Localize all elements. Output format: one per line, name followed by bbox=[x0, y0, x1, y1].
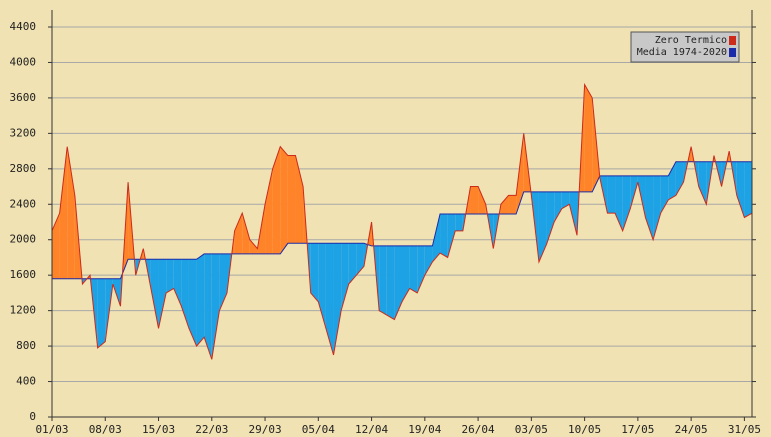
area-fill bbox=[660, 175, 669, 214]
y-tick-label: 4400 bbox=[10, 20, 37, 33]
x-tick-label: 08/03 bbox=[89, 423, 122, 436]
area-fill bbox=[379, 245, 387, 316]
area-fill bbox=[52, 213, 60, 279]
area-fill bbox=[402, 245, 410, 302]
legend-box bbox=[630, 31, 740, 63]
y-tick-label: 3600 bbox=[10, 91, 37, 104]
area-fill bbox=[173, 259, 182, 307]
area-fill bbox=[287, 155, 296, 244]
y-tick-label: 400 bbox=[16, 375, 36, 388]
area-fill bbox=[546, 191, 555, 245]
y-tick-label: 3200 bbox=[10, 126, 37, 139]
area-fill bbox=[348, 243, 357, 285]
area-fill bbox=[622, 175, 631, 231]
legend-swatch bbox=[729, 48, 736, 57]
area-fill bbox=[67, 146, 75, 279]
x-tick-label: 19/04 bbox=[408, 423, 441, 436]
area-fill bbox=[653, 175, 661, 240]
area-fill bbox=[341, 243, 349, 311]
area-fill bbox=[204, 253, 212, 360]
area-fill bbox=[424, 245, 433, 276]
area-fill bbox=[196, 253, 205, 347]
x-tick-label: 31/05 bbox=[728, 423, 761, 436]
area-fill bbox=[158, 259, 167, 329]
area-fill bbox=[242, 213, 250, 254]
y-tick-label: 2400 bbox=[10, 197, 37, 210]
series-line bbox=[51, 82, 753, 360]
fills bbox=[52, 84, 752, 360]
area-fill bbox=[447, 214, 456, 258]
y-tick-label: 2000 bbox=[10, 233, 37, 246]
area-fill bbox=[265, 168, 273, 254]
area-fill bbox=[333, 243, 342, 355]
area-fill bbox=[508, 195, 517, 215]
area-fill bbox=[645, 175, 654, 240]
y-tick-label: 1200 bbox=[10, 304, 37, 317]
area-fill bbox=[698, 161, 707, 205]
area-fill bbox=[166, 259, 174, 293]
x-tick-label: 12/04 bbox=[355, 423, 388, 436]
area-fill bbox=[516, 133, 524, 215]
axes: 0 400 800 1200 1600 2000 2400 2800 3200 3600 4000 4… bbox=[10, 10, 761, 436]
area-fill bbox=[584, 84, 593, 192]
x-tick-label: 24/05 bbox=[675, 423, 708, 436]
area-fill bbox=[394, 245, 402, 320]
area-fill bbox=[249, 239, 258, 254]
area-fill bbox=[500, 195, 509, 215]
y-tick-label: 2800 bbox=[10, 162, 37, 175]
x-tick-label: 17/05 bbox=[621, 423, 654, 436]
area-fill bbox=[675, 161, 684, 196]
area-fill bbox=[409, 245, 418, 293]
x-tick-label: 05/04 bbox=[302, 423, 335, 436]
y-tick-label: 4000 bbox=[10, 55, 37, 68]
x-tick-label: 26/04 bbox=[462, 423, 495, 436]
area-fill bbox=[478, 186, 486, 215]
area-fill bbox=[295, 155, 304, 244]
x-tick-label: 01/03 bbox=[35, 423, 68, 436]
y-tick-label: 1600 bbox=[10, 268, 37, 281]
area-fill bbox=[470, 186, 479, 215]
area-fill bbox=[538, 191, 547, 262]
area-fill bbox=[736, 161, 745, 218]
area-fill bbox=[280, 146, 288, 254]
area-fill bbox=[188, 259, 197, 347]
area-fill bbox=[59, 146, 68, 279]
area-fill bbox=[432, 214, 441, 262]
x-tick-label: 15/03 bbox=[142, 423, 175, 436]
y-tick-label: 800 bbox=[16, 339, 36, 352]
x-tick-label: 03/05 bbox=[515, 423, 548, 436]
area-fill bbox=[561, 191, 570, 209]
area-fill bbox=[668, 161, 676, 200]
area-fill bbox=[417, 245, 425, 293]
area-fill bbox=[150, 259, 159, 329]
area-fill bbox=[234, 213, 243, 254]
area-fill bbox=[211, 253, 220, 360]
legend-swatch bbox=[729, 36, 736, 45]
area-fill bbox=[356, 243, 364, 276]
x-tick-label: 29/03 bbox=[248, 423, 281, 436]
y-tick-label: 0 bbox=[29, 410, 36, 423]
x-tick-label: 22/03 bbox=[195, 423, 228, 436]
lines bbox=[51, 82, 753, 360]
series-line bbox=[52, 161, 752, 280]
legend-label: Zero Termico bbox=[655, 35, 727, 46]
x-tick-label: 10/05 bbox=[568, 423, 601, 436]
area-fill bbox=[607, 175, 616, 214]
legend-label: Media 1974-2020 bbox=[637, 47, 727, 58]
area-fill bbox=[744, 161, 752, 218]
area-fill bbox=[455, 214, 463, 231]
area-fill bbox=[97, 278, 106, 348]
area-fill bbox=[440, 214, 448, 258]
area-fill bbox=[569, 191, 577, 236]
area-fill bbox=[310, 243, 319, 302]
area-fill bbox=[386, 245, 395, 320]
area-fill bbox=[272, 146, 281, 254]
area-fill bbox=[325, 243, 334, 355]
area-fill bbox=[554, 191, 562, 222]
